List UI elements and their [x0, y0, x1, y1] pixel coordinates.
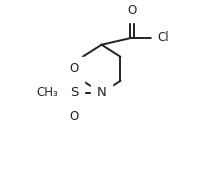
Text: S: S	[70, 86, 78, 99]
Text: O: O	[69, 62, 79, 75]
Text: O: O	[127, 4, 136, 17]
Text: CH₃: CH₃	[36, 86, 58, 99]
Text: Cl: Cl	[157, 31, 169, 44]
Text: O: O	[69, 110, 79, 123]
Text: N: N	[97, 86, 106, 99]
